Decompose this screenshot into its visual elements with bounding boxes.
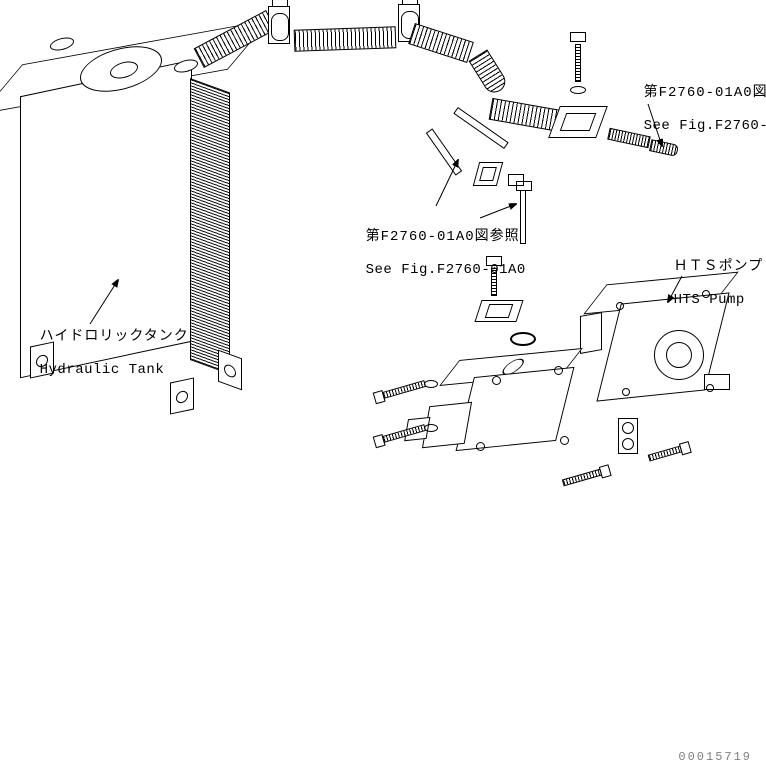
label-en: See Fig.F2760-01A0 — [366, 262, 526, 278]
label-en: See Fig.F2760-01A0 — [644, 118, 766, 134]
label-jp: ハイドロリックタンク — [40, 329, 189, 345]
label-en: Hydraulic Tank — [40, 362, 165, 378]
see-fig-ref-a-label: 第F2760-01A0図参照 See Fig.F2760-01A0 — [610, 68, 766, 152]
hts-pump-label: ＨＴＳポンプ HTS Pump — [640, 242, 763, 326]
label-en: HTS Pump — [674, 292, 745, 308]
label-jp: 第F2760-01A0図参照 — [644, 85, 766, 101]
label-jp: 第F2760-01A0図参照 — [366, 229, 520, 245]
document-id: 00015719 — [678, 750, 752, 764]
label-jp: ＨＴＳポンプ — [674, 259, 764, 275]
hydraulic-tank-label: ハイドロリックタンク Hydraulic Tank — [6, 312, 189, 396]
diagram-canvas: ハイドロリックタンク Hydraulic Tank ＨＴＳポンプ HTS Pum… — [0, 0, 766, 774]
see-fig-ref-b-label: 第F2760-01A0図参照 See Fig.F2760-01A0 — [332, 212, 526, 296]
